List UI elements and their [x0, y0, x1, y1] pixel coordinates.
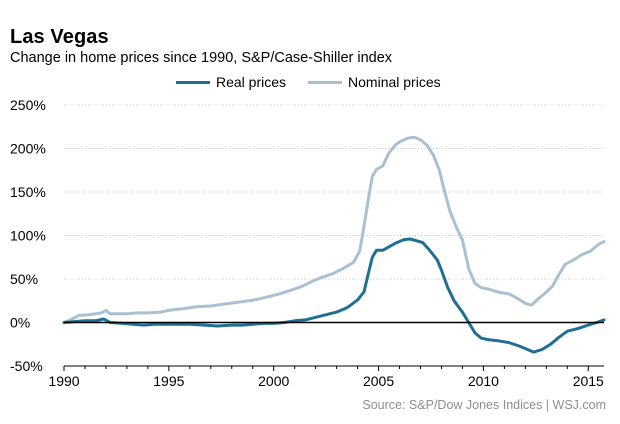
y-tick-label: 50%	[10, 271, 38, 287]
source-note: Source: S&P/Dow Jones Indices | WSJ.com	[362, 398, 606, 412]
x-tick-label: 2015	[573, 373, 604, 389]
y-tick-label: 0%	[10, 315, 30, 331]
chart-subtitle: Change in home prices since 1990, S&P/Ca…	[10, 50, 393, 66]
legend: Real prices Nominal prices	[176, 74, 463, 90]
x-tick-label: 2000	[258, 373, 289, 389]
series-line-real	[62, 237, 606, 354]
legend-swatch-real	[176, 80, 210, 84]
legend-swatch-nominal	[308, 80, 343, 84]
y-tick-label: 250%	[10, 97, 46, 113]
y-tick-label: 150%	[10, 184, 46, 200]
x-tick-label: 2005	[363, 373, 394, 389]
legend-label-real: Real prices	[216, 74, 287, 90]
y-tick-label: -50%	[10, 358, 43, 374]
x-tick-label: 2010	[468, 373, 499, 389]
legend-item-nominal: Nominal prices	[308, 74, 441, 90]
y-tick-label: 200%	[10, 141, 46, 157]
x-tick-label: 1995	[153, 373, 184, 389]
x-tick-label: 1990	[48, 373, 79, 389]
legend-item-real: Real prices	[176, 74, 286, 90]
legend-label-nominal: Nominal prices	[348, 74, 441, 90]
y-tick-label: 100%	[10, 228, 46, 244]
series-line-nominal	[62, 135, 606, 324]
chart-title: Las Vegas	[10, 26, 109, 48]
